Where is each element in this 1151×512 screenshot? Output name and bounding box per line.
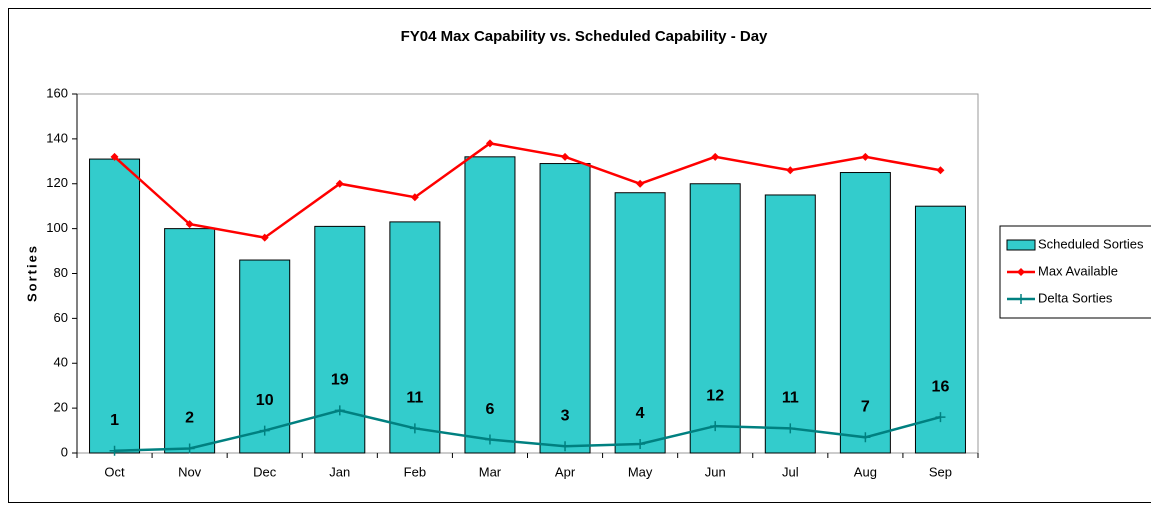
- chart-title: FY04 Max Capability vs. Scheduled Capabi…: [401, 28, 768, 45]
- data-label: 1: [110, 412, 119, 429]
- x-tick-label: Aug: [854, 464, 877, 479]
- bar: [839, 172, 891, 454]
- marker: [861, 152, 870, 161]
- marker: [185, 220, 194, 229]
- bar: [314, 225, 366, 454]
- data-label: 10: [256, 392, 274, 409]
- bar: [614, 192, 666, 454]
- data-label: 19: [331, 372, 349, 389]
- data-label: 11: [782, 390, 799, 407]
- marker: [334, 405, 345, 416]
- y-tick-label: 80: [54, 265, 68, 280]
- y-tick-label: 20: [54, 400, 68, 415]
- x-tick-label: Mar: [479, 464, 502, 479]
- legend-label: Max Available: [1038, 263, 1118, 278]
- bar: [89, 158, 141, 454]
- marker: [335, 179, 344, 188]
- y-tick-label: 120: [46, 175, 68, 190]
- marker: [860, 432, 871, 443]
- marker: [636, 179, 645, 188]
- marker: [409, 423, 420, 434]
- x-tick-label: Feb: [404, 464, 426, 479]
- marker: [935, 412, 946, 423]
- marker: [260, 233, 269, 242]
- bar: [764, 194, 816, 454]
- data-label: 4: [636, 405, 645, 422]
- bar: [239, 259, 291, 454]
- bar: [389, 221, 441, 454]
- data-label: 3: [561, 407, 570, 424]
- x-tick-label: Apr: [555, 464, 576, 479]
- line: [113, 142, 941, 239]
- x-tick-label: Jan: [329, 464, 350, 479]
- legend-label: Delta Sorties: [1038, 290, 1113, 305]
- bar: [464, 156, 516, 454]
- legend-marker: [1017, 268, 1025, 276]
- x-tick-label: Sep: [929, 464, 952, 479]
- y-tick-label: 100: [46, 220, 68, 235]
- data-label: 7: [861, 399, 870, 416]
- legend-swatch: [1006, 239, 1036, 251]
- y-tick-label: 40: [54, 355, 68, 370]
- y-tick-label: 160: [46, 85, 68, 100]
- marker: [635, 439, 646, 450]
- legend-label: Scheduled Sorties: [1038, 236, 1144, 251]
- bar: [164, 228, 216, 454]
- y-tick-label: 0: [61, 444, 68, 459]
- x-tick-label: May: [628, 464, 653, 479]
- x-tick-label: Jun: [705, 464, 726, 479]
- line: [114, 409, 941, 453]
- x-tick-label: Dec: [253, 464, 277, 479]
- data-label: 12: [706, 387, 724, 404]
- marker: [786, 166, 795, 175]
- marker: [259, 425, 270, 436]
- y-axis-label: Sorties: [24, 244, 39, 302]
- y-tick-label: 60: [54, 310, 68, 325]
- marker: [711, 152, 720, 161]
- bar: [539, 163, 591, 454]
- marker: [109, 445, 120, 456]
- marker: [484, 434, 495, 445]
- bar: [914, 205, 966, 454]
- x-tick-label: Nov: [178, 464, 202, 479]
- marker: [710, 421, 721, 432]
- data-label: 16: [932, 378, 950, 395]
- marker: [184, 443, 195, 454]
- marker: [785, 423, 796, 434]
- x-tick-label: Oct: [104, 464, 125, 479]
- marker: [410, 193, 419, 202]
- data-label: 6: [486, 401, 495, 418]
- marker: [936, 166, 945, 175]
- data-label: 11: [406, 390, 423, 407]
- marker: [561, 152, 570, 161]
- marker: [560, 441, 571, 452]
- x-tick-label: Jul: [782, 464, 799, 479]
- data-label: 2: [185, 410, 194, 427]
- bar: [689, 183, 741, 454]
- marker: [110, 152, 119, 161]
- marker: [485, 139, 494, 148]
- y-tick-label: 140: [46, 130, 68, 145]
